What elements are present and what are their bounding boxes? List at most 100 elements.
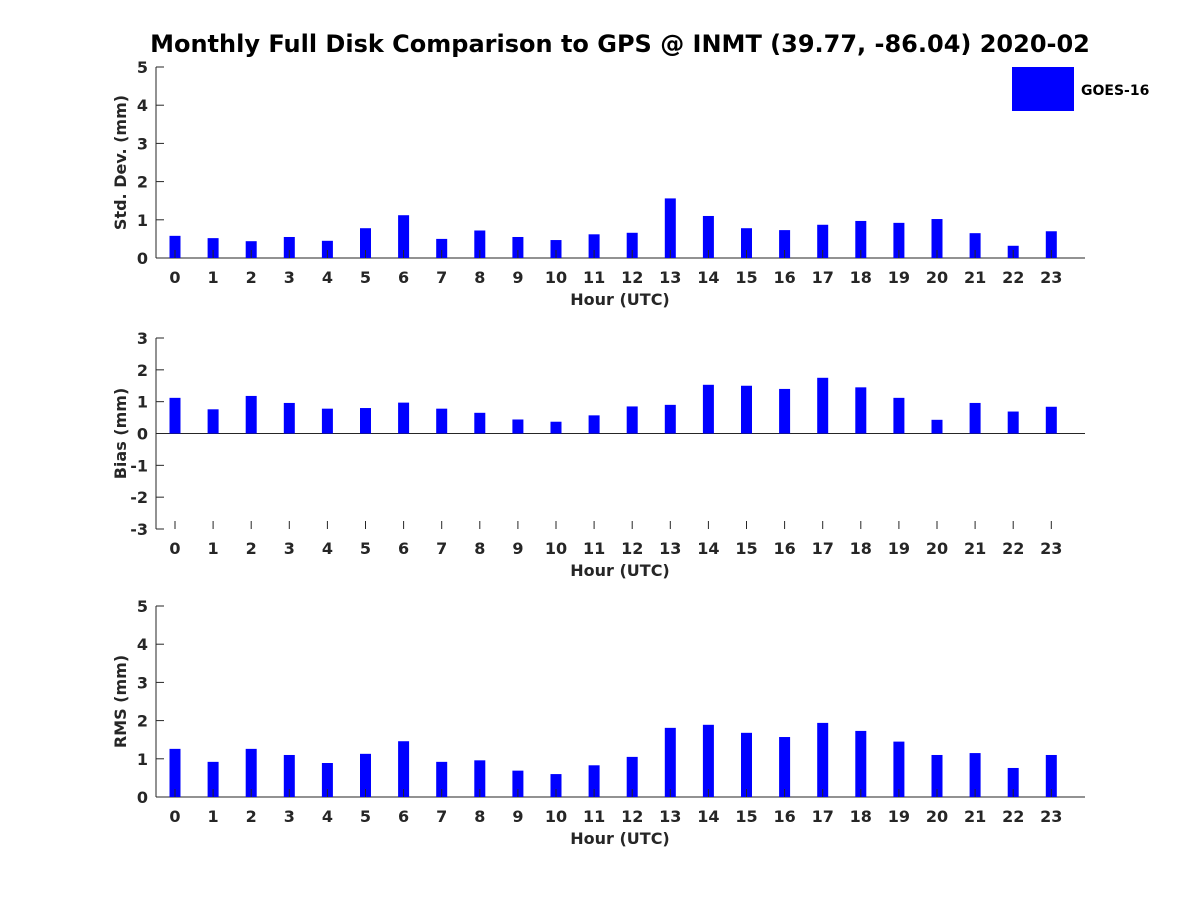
y-tick-label: 5 [137,58,148,77]
bar-hour-17 [817,224,829,258]
x-tick-label: 17 [812,539,834,558]
x-axis-label: Hour (UTC) [570,561,670,580]
bar-hour-23 [1045,754,1057,797]
x-tick-label: 19 [888,268,910,287]
x-tick-label: 14 [697,807,719,826]
x-tick-label: 12 [621,807,643,826]
x-tick-label: 14 [697,539,719,558]
y-axis-label: Bias (mm) [111,388,130,480]
y-axis-label: Std. Dev. (mm) [111,95,130,230]
bar-hour-4 [321,408,333,434]
x-tick-label: 8 [474,268,485,287]
bar-hour-19 [893,222,905,258]
bar-hour-2 [245,748,257,797]
x-tick-label: 0 [169,268,180,287]
x-tick-label: 10 [545,268,567,287]
y-tick-label: 1 [137,211,148,230]
y-tick-label: 0 [137,249,148,268]
bar-hour-14 [702,215,714,258]
y-axis-label: RMS (mm) [111,655,130,748]
bar-hour-16 [779,230,791,258]
bar-hour-6 [398,402,410,434]
x-tick-label: 10 [545,539,567,558]
y-tick-label: 2 [137,712,148,731]
x-tick-label: 20 [926,268,948,287]
x-tick-label: 22 [1002,539,1024,558]
x-tick-label: 8 [474,539,485,558]
bar-hour-19 [893,397,905,434]
x-tick-label: 12 [621,268,643,287]
x-tick-label: 5 [360,539,371,558]
bar-hour-7 [436,408,448,434]
bar-hour-13 [664,198,676,258]
legend-label-goes-16: GOES-16 [1081,83,1149,99]
bar-hour-11 [588,765,600,797]
x-tick-label: 7 [436,268,447,287]
x-tick-label: 23 [1040,268,1062,287]
x-tick-label: 1 [208,268,219,287]
x-tick-label: 15 [735,807,757,826]
bar-hour-12 [626,232,638,258]
x-tick-label: 21 [964,539,986,558]
x-tick-label: 2 [246,268,257,287]
x-tick-label: 3 [284,539,295,558]
bar-hour-10 [550,774,562,797]
x-tick-label: 1 [208,539,219,558]
x-tick-label: 12 [621,539,643,558]
y-tick-label: 5 [137,597,148,616]
x-tick-label: 9 [512,268,523,287]
y-tick-label: 1 [137,393,148,412]
bar-hour-18 [855,730,867,797]
bar-hour-13 [664,404,676,434]
x-tick-label: 7 [436,539,447,558]
x-tick-label: 11 [583,539,605,558]
bar-hour-1 [207,761,219,797]
bar-hour-8 [474,412,486,434]
x-tick-label: 3 [284,807,295,826]
x-tick-label: 17 [812,268,834,287]
y-tick-label: 0 [137,788,148,807]
x-tick-label: 19 [888,539,910,558]
legend: GOES-16 [1012,67,1149,111]
bar-hour-20 [931,219,943,258]
x-tick-label: 20 [926,539,948,558]
x-tick-label: 21 [964,268,986,287]
x-tick-label: 6 [398,807,409,826]
x-tick-label: 13 [659,268,681,287]
bar-hour-16 [779,737,791,797]
bar-hour-21 [969,402,981,434]
x-tick-label: 1 [208,807,219,826]
y-tick-label: 3 [137,134,148,153]
bar-hour-3 [283,754,295,797]
bar-hour-12 [626,756,638,797]
bar-hour-2 [245,395,257,434]
y-tick-label: 3 [137,329,148,348]
bar-hour-16 [779,388,791,434]
x-tick-label: 4 [322,539,333,558]
x-tick-label: 18 [850,268,872,287]
x-tick-label: 15 [735,268,757,287]
x-tick-label: 23 [1040,807,1062,826]
bar-hour-1 [207,238,219,258]
y-tick-label: -2 [130,488,148,507]
x-tick-label: 11 [583,268,605,287]
x-tick-label: 7 [436,807,447,826]
y-tick-label: 4 [137,635,148,654]
x-tick-label: 18 [850,539,872,558]
x-tick-label: 6 [398,268,409,287]
x-tick-label: 17 [812,807,834,826]
legend-swatch-goes-16 [1012,67,1074,111]
y-tick-label: 2 [137,361,148,380]
bar-hour-18 [855,387,867,434]
bar-hour-22 [1007,767,1019,797]
x-axis-label: Hour (UTC) [570,290,670,309]
bar-hour-6 [398,741,410,797]
bar-hour-15 [741,732,752,797]
bar-hour-9 [512,770,524,797]
x-tick-label: 13 [659,539,681,558]
bar-hour-1 [207,409,219,434]
x-tick-label: 9 [512,807,523,826]
chart-title: Monthly Full Disk Comparison to GPS @ IN… [150,30,1090,58]
